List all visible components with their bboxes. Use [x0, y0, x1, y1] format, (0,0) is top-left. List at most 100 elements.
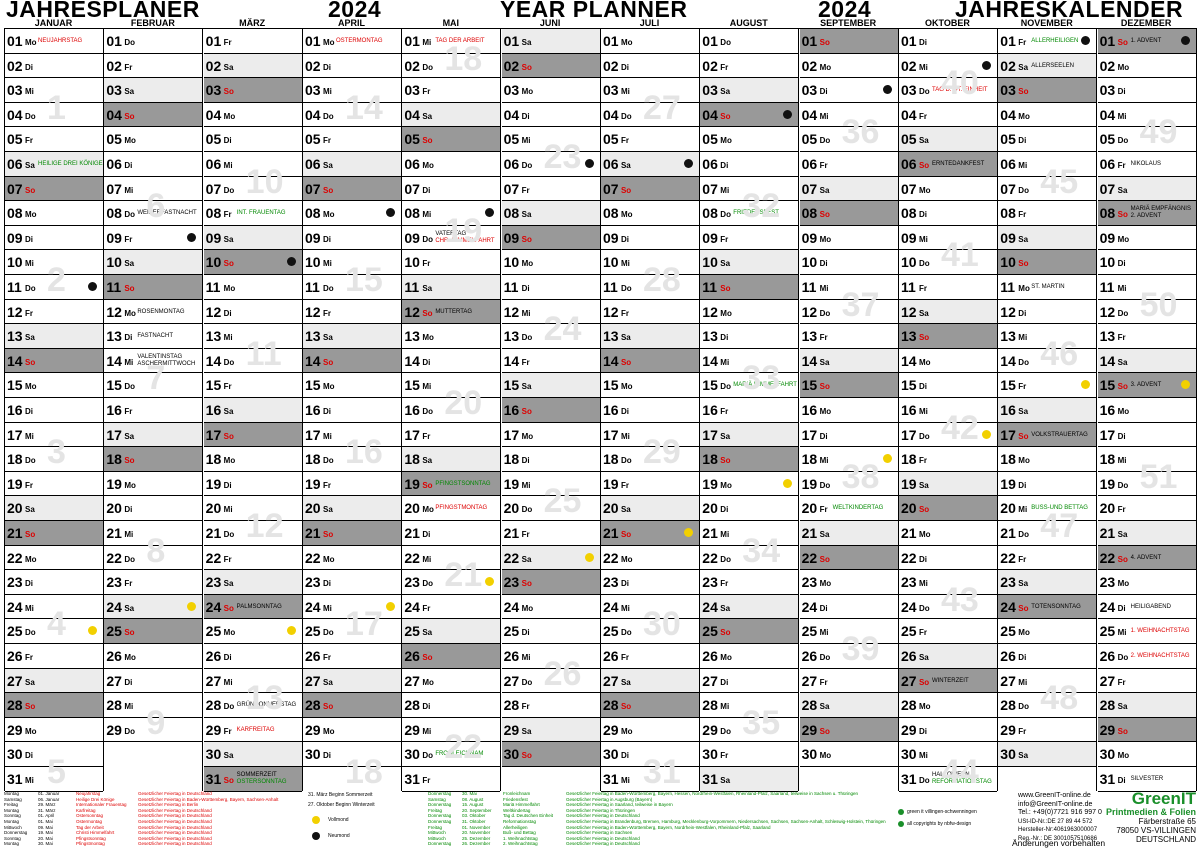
day-cell[interactable]: 01 So [799, 29, 898, 54]
day-cell[interactable]: 13 Sa [302, 324, 401, 349]
day-cell[interactable]: 13 Di [700, 324, 799, 349]
day-cell[interactable]: 31 Fr [402, 767, 501, 792]
day-cell[interactable]: 08 Fr [998, 201, 1097, 226]
day-cell[interactable]: 20 Mo PFINGSTMONTAG [402, 496, 501, 521]
day-cell[interactable]: 16 Di [302, 398, 401, 423]
day-cell[interactable]: 31 Mi [600, 767, 699, 792]
day-cell[interactable]: 12 Do [799, 300, 898, 325]
day-cell[interactable]: 18 Di [501, 447, 600, 472]
day-cell[interactable]: 02 Sa [203, 53, 302, 79]
day-cell[interactable]: 22 Mo [302, 546, 401, 571]
day-cell[interactable]: 29 Fr KARFREITAG [203, 718, 302, 743]
day-cell[interactable]: 03 Mi [302, 78, 401, 103]
day-cell[interactable]: 17 Do [898, 423, 997, 448]
day-cell[interactable]: 24 Sa [700, 594, 799, 620]
day-cell[interactable]: 30 Mo [799, 742, 898, 767]
day-cell[interactable]: 23 Di [302, 570, 401, 595]
day-cell[interactable]: 28 Sa [799, 693, 898, 718]
day-cell[interactable]: 24 Mo [501, 595, 600, 620]
day-cell[interactable]: 15 Mo [600, 373, 699, 398]
day-cell[interactable]: 06 Mi [998, 152, 1097, 177]
contact-email[interactable]: info@GreenIT-online.de [1018, 800, 1093, 808]
day-cell[interactable]: 06 Sa [600, 152, 699, 177]
day-cell[interactable]: 04 Mo [203, 103, 302, 128]
day-cell[interactable]: 30 Di [5, 742, 103, 767]
day-cell[interactable]: 19 Fr [302, 472, 401, 497]
day-cell[interactable]: 29 So [1097, 717, 1196, 743]
day-cell[interactable]: 27 Mi [203, 669, 302, 694]
day-cell[interactable]: 13 Fr [1097, 324, 1196, 349]
day-cell[interactable]: 18 Mo [998, 447, 1097, 472]
day-cell[interactable]: 03 Sa [104, 78, 203, 103]
day-cell[interactable]: 10 Mi [5, 250, 103, 275]
day-cell[interactable]: 08 So [799, 201, 898, 226]
day-cell[interactable]: 23 Di [5, 570, 103, 595]
day-cell[interactable]: 11 So [104, 275, 203, 300]
day-cell[interactable]: 27 Di [104, 669, 203, 694]
day-cell[interactable]: 21 Sa [799, 521, 898, 546]
day-cell[interactable]: 07 So [302, 176, 401, 202]
day-cell[interactable]: 08 So MARIÄ EMPFÄNGNIS 2. ADVENT [1097, 201, 1196, 226]
day-cell[interactable]: 09 Fr [104, 226, 203, 251]
day-cell[interactable]: 23 So [501, 570, 600, 595]
day-cell[interactable]: 02 So [501, 53, 600, 79]
day-cell[interactable]: 22 Fr [998, 546, 1097, 571]
day-cell[interactable]: 26 Mo [700, 644, 799, 669]
day-cell[interactable]: 26 Do [799, 644, 898, 669]
day-cell[interactable]: 09 Di [302, 226, 401, 251]
day-cell[interactable]: 05 Di [998, 127, 1097, 152]
day-cell[interactable]: 15 Fr [203, 373, 302, 398]
day-cell[interactable]: 19 Fr [5, 472, 103, 497]
day-cell[interactable]: 23 Do [402, 570, 501, 595]
day-cell[interactable]: 13 So [898, 324, 997, 349]
day-cell[interactable]: 03 So [203, 78, 302, 103]
day-cell[interactable]: 14 Mi VALENTINSTAG ASCHERMITTWOCH [104, 349, 203, 374]
day-cell[interactable]: 10 So [203, 250, 302, 275]
day-cell[interactable]: 21 Do [203, 521, 302, 546]
day-cell[interactable]: 07 Sa [799, 176, 898, 202]
day-cell[interactable]: 09 Di [5, 226, 103, 251]
day-cell[interactable]: 01 Di [898, 29, 997, 54]
day-cell[interactable]: 05 Fr [600, 127, 699, 152]
day-cell[interactable]: 03 So [998, 78, 1097, 103]
day-cell[interactable]: 09 Sa [998, 225, 1097, 251]
day-cell[interactable]: 21 Do [998, 521, 1097, 546]
day-cell[interactable]: 06 Mo [402, 152, 501, 177]
day-cell[interactable]: 24 Mi [600, 595, 699, 620]
day-cell[interactable]: 02 Sa ALLERSEELEN [998, 53, 1097, 79]
day-cell[interactable]: 09 Fr [700, 226, 799, 251]
day-cell[interactable]: 22 Mo [5, 546, 103, 571]
day-cell[interactable]: 24 Di [799, 595, 898, 620]
day-cell[interactable]: 21 Fr [501, 521, 600, 546]
day-cell[interactable]: 20 Fr WELTKINDERTAG [799, 496, 898, 521]
day-cell[interactable]: 19 Mo [700, 472, 799, 497]
day-cell[interactable]: 01 Mi TAG DER ARBEIT [402, 29, 501, 54]
day-cell[interactable]: 22 Di [898, 546, 997, 571]
day-cell[interactable]: 26 Do 2. WEIHNACHTSTAG [1097, 644, 1196, 669]
day-cell[interactable]: 13 Mi [998, 324, 1097, 349]
day-cell[interactable]: 01 Mo [600, 29, 699, 54]
day-cell[interactable]: 17 So VOLKSTRAUERTAG [998, 422, 1097, 448]
day-cell[interactable]: 20 So [898, 496, 997, 521]
day-cell[interactable]: 27 Fr [799, 669, 898, 694]
day-cell[interactable]: 04 Mo [998, 103, 1097, 128]
day-cell[interactable]: 02 Mi [898, 54, 997, 79]
day-cell[interactable]: 03 Di [799, 78, 898, 103]
day-cell[interactable]: 08 Fr INT. FRAUENTAG [203, 201, 302, 226]
day-cell[interactable]: 03 Mo [501, 78, 600, 103]
day-cell[interactable]: 04 Do [302, 103, 401, 128]
day-cell[interactable]: 12 Di [998, 300, 1097, 325]
day-cell[interactable]: 15 Fr [998, 373, 1097, 398]
day-cell[interactable]: 21 So [302, 521, 401, 546]
day-cell[interactable]: 05 Do [1097, 127, 1196, 152]
day-cell[interactable]: 26 Mi [501, 644, 600, 669]
day-cell[interactable]: 19 Fr [600, 472, 699, 497]
day-cell[interactable]: 13 Do [501, 324, 600, 349]
day-cell[interactable]: 10 Mo [501, 250, 600, 275]
day-cell[interactable]: 01 Do [104, 29, 203, 54]
day-cell[interactable]: 02 Fr [700, 54, 799, 79]
day-cell[interactable]: 28 Mi [104, 693, 203, 718]
day-cell[interactable]: 11 Mo [203, 275, 302, 300]
day-cell[interactable]: 23 Sa [998, 570, 1097, 595]
day-cell[interactable]: 02 Di [5, 54, 103, 79]
